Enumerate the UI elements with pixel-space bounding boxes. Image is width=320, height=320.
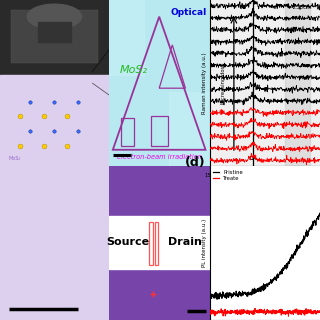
Text: Source: Source (106, 237, 149, 247)
Ellipse shape (27, 4, 82, 29)
Bar (109, 269, 210, 320)
Text: Drain: Drain (168, 237, 202, 247)
Bar (38, 22, 71, 42)
Bar (285, 0, 310, 166)
Polygon shape (109, 0, 144, 75)
Bar (155, 222, 158, 265)
Bar (109, 216, 210, 269)
X-axis label: Ra: Ra (261, 179, 268, 184)
Bar (11, 10, 98, 63)
Bar (109, 166, 210, 216)
Text: ~233cm: ~233cm (288, 5, 312, 10)
Text: Increasing dose: Increasing dose (221, 62, 227, 104)
Bar (0, 0, 109, 75)
Text: (c): (c) (185, 0, 204, 1)
Bar (149, 222, 153, 265)
Text: MoS₂: MoS₂ (9, 156, 21, 161)
Bar (121, 118, 134, 147)
Y-axis label: Raman intensity (a.u.): Raman intensity (a.u.) (202, 52, 207, 114)
Text: LA: LA (248, 156, 257, 161)
Polygon shape (169, 92, 210, 166)
Bar (0, 75, 109, 166)
Legend: Pristine, Treate: Pristine, Treate (212, 169, 244, 181)
Text: Optical: Optical (170, 8, 207, 17)
Text: MoS₂: MoS₂ (120, 65, 148, 75)
Text: (d): (d) (185, 156, 206, 169)
Text: electron-beam irradiation: electron-beam irradiation (117, 154, 202, 160)
Bar (151, 116, 168, 147)
Y-axis label: PL intensity (a.u.): PL intensity (a.u.) (202, 219, 207, 267)
